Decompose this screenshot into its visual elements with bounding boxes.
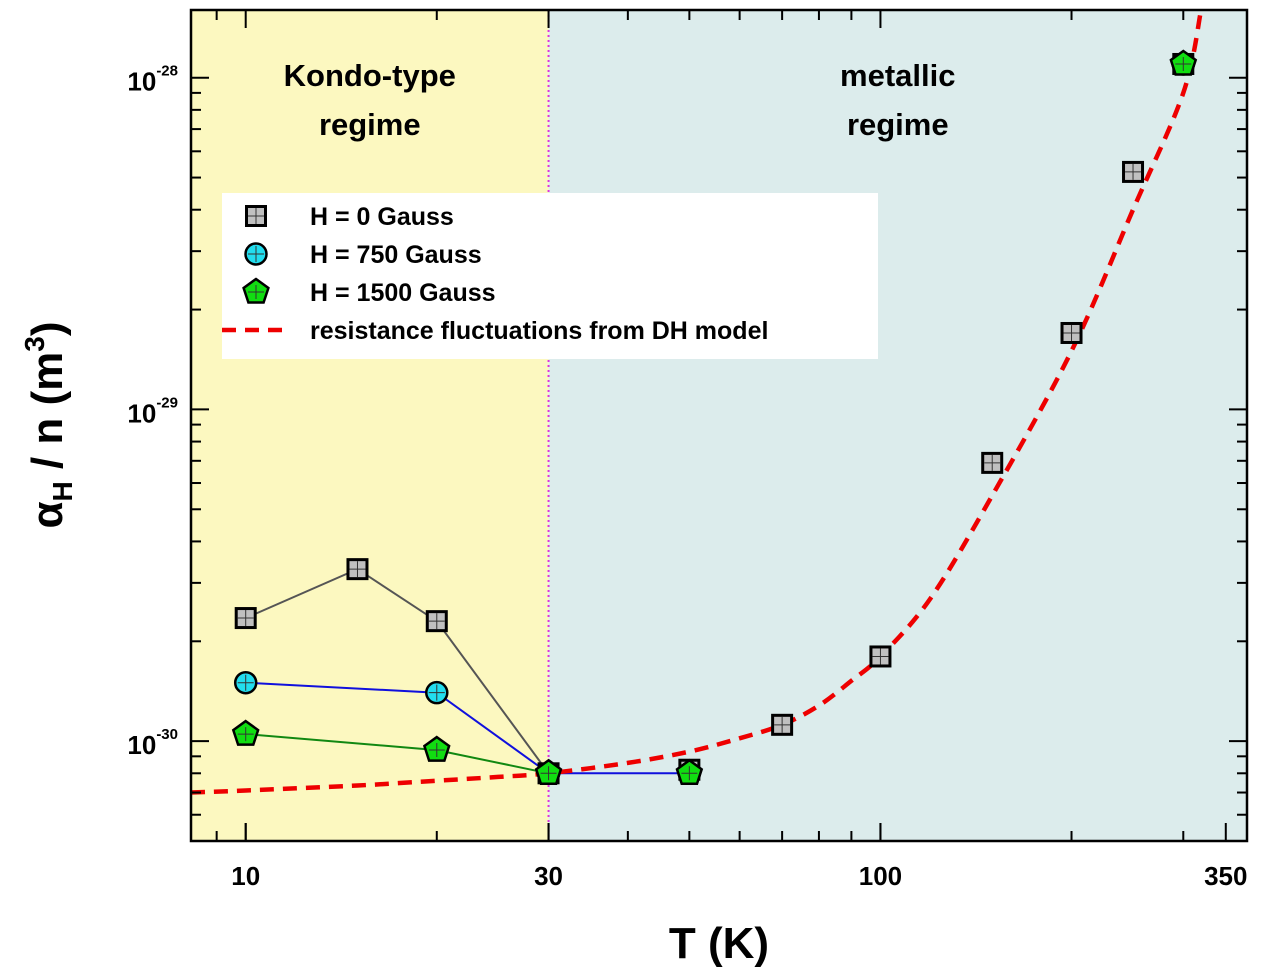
background-regions	[191, 10, 1247, 841]
region-labels: Kondo-type regime metallic regime	[284, 58, 956, 142]
marker-cross	[1063, 324, 1080, 341]
marker-cross	[428, 743, 445, 758]
y-tick-label: 10-29	[127, 394, 178, 428]
y-tick-label-exponent: -30	[156, 726, 178, 743]
marker-cross	[248, 246, 264, 262]
legend-marker-h-1500-gauss	[242, 277, 270, 304]
x-axis-title: T (K)	[669, 919, 769, 968]
x-tick-label: 350	[1204, 861, 1247, 891]
marker-cross	[1125, 163, 1142, 180]
x-tick-label: 100	[859, 861, 902, 891]
marker-cross	[237, 727, 254, 742]
marker-h-1500-gauss	[675, 758, 704, 786]
marker-h-0-gauss	[771, 713, 794, 736]
y-axis-title-middle: / n (m	[23, 352, 72, 482]
series-line-h-750-gauss	[245, 681, 690, 775]
marker-cross	[237, 610, 254, 627]
y-tick-label: 10-28	[127, 63, 178, 97]
region-background-1	[548, 10, 1247, 841]
marker-cross	[1175, 56, 1192, 71]
fit-curve-path	[191, 10, 1204, 795]
marker-h-1500-gauss	[1169, 49, 1198, 76]
y-tick-label-exponent: -29	[156, 394, 178, 411]
legend: H = 0 Gauss H = 750 Gauss H = 1500 Gauss re…	[222, 193, 878, 359]
marker-h-750-gauss	[425, 680, 449, 705]
marker-cross	[428, 684, 445, 701]
legend-marker-h-0-gauss	[245, 205, 267, 227]
y-axis-title-superscript: 3	[19, 336, 50, 352]
legend-label-h-750-gauss: H = 750 Gauss	[310, 241, 482, 269]
region-label-0-line-1: regime	[319, 107, 421, 142]
marker-h-0-gauss	[234, 607, 257, 630]
marker-h-750-gauss	[233, 670, 258, 695]
marker-cross	[248, 285, 264, 299]
marker-cross	[774, 716, 791, 733]
region-background-0	[191, 10, 549, 841]
marker-cross	[540, 766, 557, 781]
marker-h-0-gauss	[425, 610, 448, 633]
data-markers	[231, 49, 1198, 786]
region-label-1-line-0: metallic	[840, 58, 955, 93]
marker-cross	[237, 674, 254, 691]
region-label-1-line-1: regime	[847, 107, 949, 142]
marker-h-0-gauss	[1122, 160, 1145, 183]
marker-h-0-gauss	[1060, 321, 1083, 344]
series-line-h-0-gauss	[245, 567, 550, 774]
marker-cross	[428, 613, 445, 630]
x-tick-label: 10	[231, 861, 260, 891]
marker-cross	[349, 561, 366, 578]
y-tick-label: 10-30	[127, 726, 178, 760]
legend-label-fit: resistance fluctuations from DH model	[310, 317, 768, 345]
marker-cross	[248, 208, 264, 224]
x-axis: 10 30 100 350	[215, 10, 1247, 891]
marker-h-1500-gauss	[534, 758, 563, 786]
marker-h-0-gauss	[346, 558, 369, 581]
legend-box	[222, 193, 878, 359]
y-axis-title-symbol: α	[23, 501, 72, 528]
marker-h-0-gauss	[981, 451, 1004, 474]
legend-label-h-0-gauss: H = 0 Gauss	[310, 203, 454, 231]
fit-curve	[191, 10, 1204, 795]
marker-cross	[984, 454, 1001, 471]
marker-h-1500-gauss	[231, 719, 260, 746]
y-axis-title-subscript: H	[47, 481, 78, 501]
y-tick-label-base: 10	[127, 730, 156, 760]
y-axis-title: αH / n (m3)	[19, 321, 78, 528]
y-axis-title-suffix: )	[23, 321, 72, 336]
y-tick-label-exponent: -28	[156, 63, 178, 80]
marker-cross	[681, 766, 698, 781]
x-tick-label: 30	[534, 861, 563, 891]
marker-h-0-gauss	[869, 645, 892, 668]
region-label-0-line-0: Kondo-type	[284, 58, 456, 93]
y-tick-label-base: 10	[127, 67, 156, 97]
marker-h-1500-gauss	[422, 735, 451, 762]
marker-cross	[872, 648, 889, 665]
y-tick-label-base: 10	[127, 398, 156, 428]
legend-marker-h-750-gauss	[244, 242, 268, 266]
legend-label-h-1500-gauss: H = 1500 Gauss	[310, 279, 496, 307]
